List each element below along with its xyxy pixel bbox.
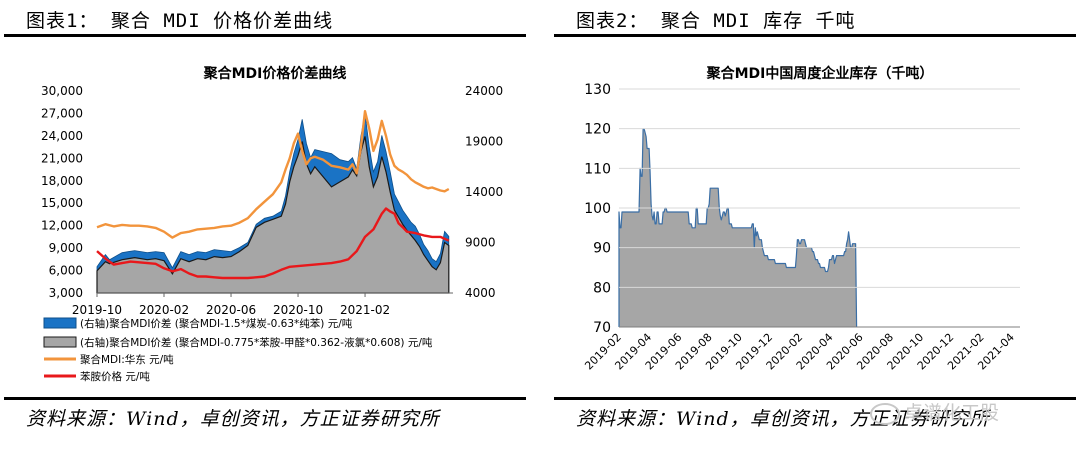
chart1-axes: 30,000 27,000 24,000 21,000 18,000 15,000 12,0…: [41, 84, 503, 317]
chart1-yleft-tick: 3,000: [49, 286, 83, 300]
chart1-yright-tick: 9000: [465, 236, 496, 250]
figure1-top-rule: [4, 34, 526, 37]
inventory-chart: 聚合MDI中国周度企业库存（千吨） 1301201101009080702019…: [582, 65, 1020, 372]
watermark-text: 卓谱化工股: [904, 402, 1000, 424]
legend-swatch-0: [43, 317, 77, 329]
figure2-panel: 图表2： 聚合 MDI 库存 千吨 聚合MDI中国周度企业库存（千吨） 130 1…: [550, 0, 1080, 462]
chart2-y-tick: 120: [584, 122, 611, 138]
chart1-x-tick: 2019-10: [72, 303, 122, 317]
figure1-bottom-rule: [4, 397, 526, 400]
figure2-bottom-rule: [554, 397, 1076, 400]
chart2-y-tick: 100: [584, 201, 611, 217]
watermark: 卓谱化工股: [870, 398, 999, 425]
chart1-plot: [96, 110, 450, 294]
chart1-yright-tick: 24000: [465, 84, 503, 98]
series-area-1: [96, 136, 450, 294]
legend-label-0: (右轴)聚合MDI价差 (聚合MDI-1.5*煤炭-0.63*纯苯) 元/吨: [80, 317, 353, 330]
chart1-yleft-tick: 27,000: [41, 106, 83, 120]
figure2-header: 图表2： 聚合 MDI 库存 千吨: [576, 10, 856, 32]
chart1-x-tick: 2020-10: [273, 303, 323, 317]
chart1-yleft-tick: 21,000: [41, 151, 83, 165]
figure1-panel: 图表1： 聚合 MDI 价格价差曲线 聚合MDI价格价差曲线 30,000 27,…: [0, 0, 530, 462]
chart2-y-tick: 70: [593, 320, 611, 336]
chart1-yleft-tick: 24,000: [41, 129, 83, 143]
legend-label-1: (右轴)聚合MDI价差 (聚合MDI-0.775*苯胺-甲醛*0.362-液氯*…: [80, 336, 433, 349]
chart1-legend: (右轴)聚合MDI价差 (聚合MDI-1.5*煤炭-0.63*纯苯) 元/吨 (右…: [43, 317, 433, 383]
chart1-yright-tick: 19000: [465, 135, 503, 149]
series-line-2: [96, 110, 450, 239]
figure1-header: 图表1： 聚合 MDI 价格价差曲线: [26, 10, 334, 32]
chart1-yleft-tick: 9,000: [49, 241, 83, 255]
chart2-y-tick: 90: [593, 241, 611, 257]
chart1-x-tick: 2020-06: [206, 303, 256, 317]
chart2-y-tick: 130: [584, 82, 611, 98]
legend-swatch-1: [43, 336, 77, 348]
series-line-3: [96, 207, 450, 280]
chart1-x-tick: 2021-02: [340, 303, 390, 317]
chart1-yleft-tick: 12,000: [41, 219, 83, 233]
chart2-y-tick: 80: [593, 280, 611, 296]
figure2-top-rule: [554, 34, 1076, 37]
chart1-yleft-tick: 30,000: [41, 84, 83, 98]
chart1-yright-tick: 4000: [465, 286, 496, 300]
chart1-yleft-tick: 15,000: [41, 196, 83, 210]
chart2-axes: 1301201101009080702019-022019-042019-062…: [582, 82, 1020, 372]
chart1-yleft-tick: 6,000: [49, 264, 83, 278]
inventory-area: [618, 128, 858, 328]
wechat-icon: [870, 402, 900, 425]
chart1-x-tick: 2020-02: [139, 303, 189, 317]
chart1-yleft-tick: 18,000: [41, 174, 83, 188]
chart2-y-tick: 110: [584, 161, 611, 177]
legend-label-2: 聚合MDI:华东 元/吨: [80, 353, 174, 366]
chart2-plot: [618, 128, 858, 328]
figure1-source: 资料来源：Wind，卓创资讯，方正证券研究所: [26, 408, 440, 430]
chart2-title: 聚合MDI中国周度企业库存（千吨）: [706, 65, 934, 82]
price-spread-chart: 聚合MDI价格价差曲线 30,000 27,000 24,000 21,000 18,0…: [41, 65, 503, 383]
chart1-title: 聚合MDI价格价差曲线: [203, 65, 347, 82]
legend-label-3: 苯胺价格 元/吨: [80, 370, 150, 383]
chart1-yright-tick: 14000: [465, 185, 503, 199]
